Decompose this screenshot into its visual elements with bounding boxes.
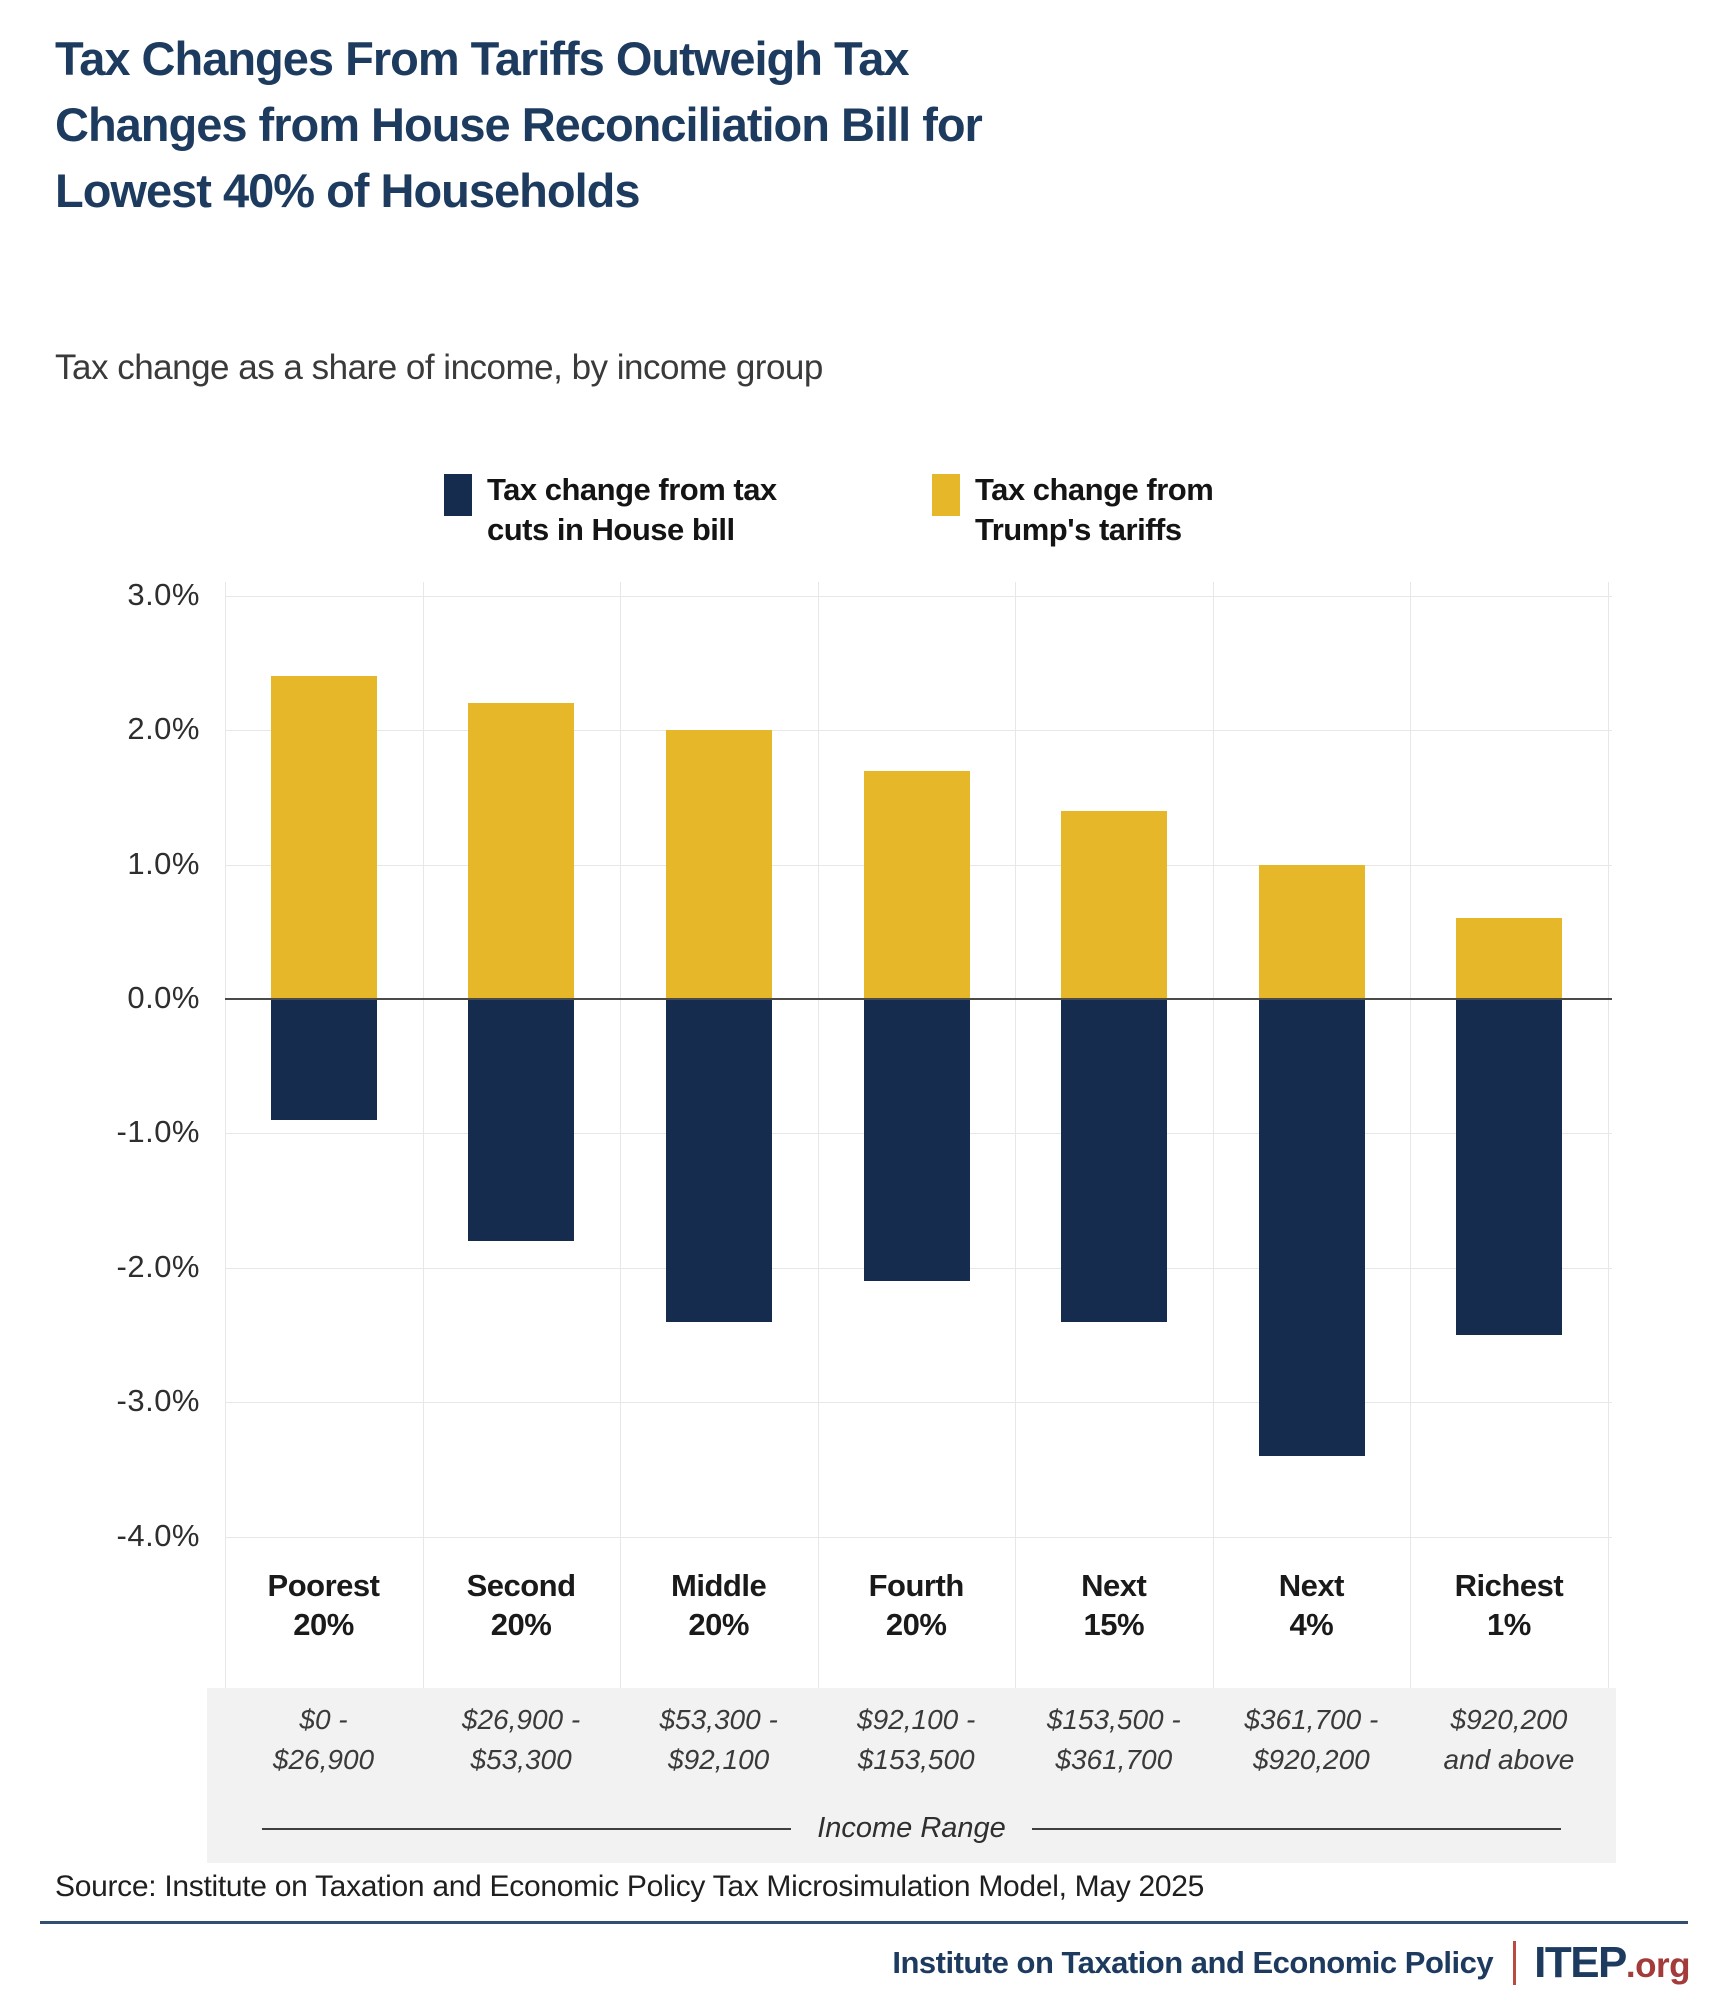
title-line-3: Lowest 40% of Households	[55, 164, 640, 217]
income-range-label: $153,500 - $361,700	[1046, 1704, 1181, 1775]
zero-baseline	[225, 998, 1612, 1000]
income-range-axis-label: Income Range	[817, 1812, 1006, 1844]
bar-tariffs	[1061, 810, 1168, 999]
bar-house-bill	[665, 999, 772, 1322]
itep-logo: ITEP.org	[1534, 1938, 1690, 1988]
y-tick-label: -1.0%	[116, 1114, 200, 1150]
gridline-vertical	[620, 582, 622, 1688]
footer-org-name: Institute on Taxation and Economic Polic…	[892, 1945, 1494, 1980]
gridline-vertical	[1015, 582, 1017, 1688]
y-tick-label: -4.0%	[116, 1517, 200, 1553]
bar-house-bill	[270, 999, 377, 1120]
gridline-horizontal	[225, 1402, 1612, 1404]
income-range-label: $0 - $26,900	[272, 1704, 375, 1775]
gridline-vertical	[817, 582, 819, 1688]
y-tick-label: 0.0%	[127, 980, 200, 1015]
legend-swatch-tariffs	[932, 474, 960, 516]
bar-tariffs	[863, 770, 970, 999]
y-tick-label: 1.0%	[127, 845, 200, 881]
legend-entry-house-bill: Tax change from tax cuts in House bill	[444, 470, 777, 550]
itep-logo-text: ITEP	[1534, 1938, 1627, 1987]
income-range-label: $92,100 - $153,500	[857, 1704, 976, 1775]
gridline-horizontal	[225, 595, 1612, 597]
gridline-horizontal	[225, 730, 1612, 732]
legend-label-tariffs: Tax change from Trump's tariffs	[975, 472, 1214, 547]
category-label: Next 4%	[1278, 1568, 1345, 1642]
y-tick-label: 3.0%	[127, 576, 200, 612]
bar-tariffs	[665, 730, 772, 999]
y-tick-label: 2.0%	[127, 711, 200, 747]
gridline-vertical	[225, 582, 226, 1688]
category-label: Middle 20%	[671, 1568, 767, 1642]
chart-subtitle: Tax change as a share of income, by inco…	[55, 348, 823, 387]
bar-tariffs	[270, 676, 377, 999]
legend-entry-tariffs: Tax change from Trump's tariffs	[932, 470, 1214, 550]
income-range-band	[207, 1688, 1616, 1863]
income-range-line-right	[1031, 1827, 1561, 1830]
category-label: Fourth 20%	[868, 1568, 965, 1642]
legend-label-house-bill: Tax change from tax cuts in House bill	[487, 472, 777, 547]
footer-divider	[1513, 1941, 1517, 1985]
source-note: Source: Institute on Taxation and Econom…	[55, 1870, 1204, 1903]
bar-tariffs	[1258, 864, 1365, 999]
bar-house-bill	[1061, 999, 1168, 1322]
page-title: Tax Changes From Tariffs Outweigh Tax Ch…	[55, 26, 1255, 224]
category-label: Second 20%	[466, 1568, 576, 1642]
income-range-label: $920,200 and above	[1443, 1704, 1575, 1775]
gridline-vertical	[1410, 582, 1412, 1688]
income-range-label: $26,900 - $53,300	[461, 1704, 581, 1775]
gridline-vertical	[1608, 582, 1609, 1688]
itep-logo-suffix: .org	[1625, 1946, 1691, 1985]
gridline-vertical	[1212, 582, 1214, 1688]
y-tick-label: -2.0%	[116, 1248, 200, 1284]
bar-tariffs	[468, 703, 575, 999]
income-range-label: $53,300 - $92,100	[659, 1704, 778, 1775]
bar-house-bill	[468, 999, 575, 1241]
legend-swatch-house-bill	[444, 474, 472, 516]
y-tick-label: -3.0%	[116, 1383, 200, 1419]
footer: Institute on Taxation and Economic Polic…	[892, 1938, 1690, 1988]
category-label: Richest 1%	[1454, 1568, 1564, 1642]
bar-house-bill	[1258, 999, 1365, 1456]
title-line-2: Changes from House Reconciliation Bill f…	[55, 98, 983, 151]
category-label: Poorest 20%	[267, 1568, 380, 1642]
bar-tariffs	[1456, 918, 1563, 999]
gridline-vertical	[422, 582, 424, 1688]
category-label: Next 15%	[1081, 1568, 1147, 1642]
footer-rule	[40, 1921, 1688, 1924]
income-range-label: $361,700 - $920,200	[1244, 1704, 1379, 1775]
bar-house-bill	[1456, 999, 1563, 1335]
title-line-1: Tax Changes From Tariffs Outweigh Tax	[55, 32, 910, 85]
income-range-line-left	[262, 1827, 792, 1830]
income-range-axis: Income Range	[207, 1812, 1616, 1845]
gridline-horizontal	[225, 1536, 1612, 1538]
bar-house-bill	[863, 999, 970, 1282]
